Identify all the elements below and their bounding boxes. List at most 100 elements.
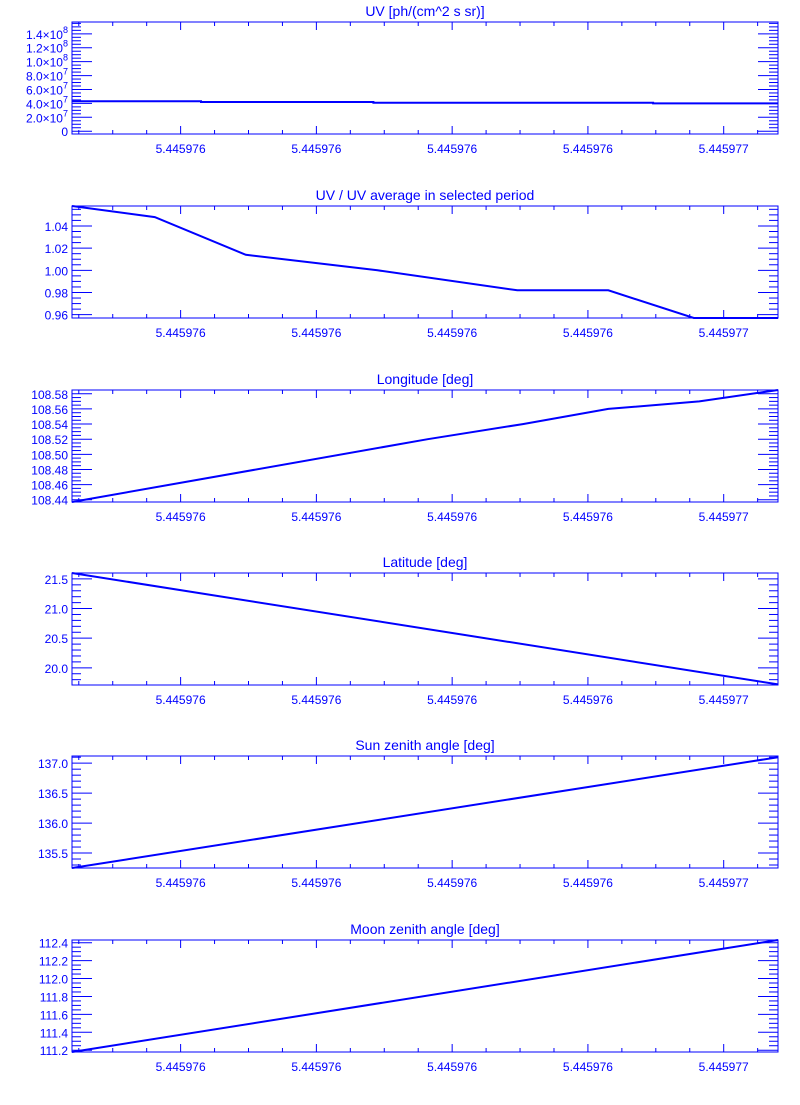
x-tick-label: 5.445976 <box>291 876 341 890</box>
x-tick-label: 5.445976 <box>291 693 341 707</box>
y-tick-label: 21.5 <box>45 573 69 587</box>
y-tick-label-base: 108.56 <box>31 403 68 417</box>
y-tick-label-base: 1.00 <box>45 264 69 278</box>
x-tick-label: 5.445976 <box>427 1060 477 1074</box>
x-tick-label: 5.445976 <box>156 693 206 707</box>
y-tick-label: 6.0×107 <box>26 80 68 97</box>
y-tick-label-base: 108.44 <box>31 494 68 508</box>
y-tick-label-base: 1.02 <box>45 242 69 256</box>
plot-frame <box>71 572 779 686</box>
y-tick-label: 112.0 <box>39 973 68 987</box>
y-tick-label: 112.4 <box>39 937 68 951</box>
y-tick-label-exponent: 7 <box>63 67 68 77</box>
panel-5: Sun zenith angle [deg] 5.445976 5.445976 5.… <box>38 737 779 890</box>
x-tick-label: 5.445976 <box>291 510 341 524</box>
y-tick-label-base: 0.96 <box>45 309 69 323</box>
y-tick-label: 108.54 <box>31 418 68 432</box>
y-tick-label: 108.56 <box>31 403 68 417</box>
y-tick-label: 20.0 <box>45 662 69 676</box>
y-tick-label-base: 136.0 <box>38 817 68 831</box>
y-tick-label-base: 135.5 <box>38 847 68 861</box>
x-tick-label: 5.445976 <box>291 1060 341 1074</box>
series-line <box>71 572 779 686</box>
panel-6: Moon zenith angle [deg] 5.445976 5.445976 5… <box>39 921 779 1074</box>
panel-title: UV [ph/(cm^2 s sr)] <box>365 3 484 19</box>
x-tick-label: 5.445977 <box>699 510 749 524</box>
x-tick-label: 5.445976 <box>563 326 613 340</box>
y-tick-label-base: 1.0×10 <box>26 56 63 70</box>
y-tick-label: 135.5 <box>38 847 68 861</box>
y-tick-label-base: 20.0 <box>45 662 69 676</box>
x-tick-label: 5.445976 <box>563 510 613 524</box>
y-tick-label-base: 1.4×10 <box>26 28 63 42</box>
y-tick-label-base: 1.04 <box>45 220 69 234</box>
y-tick-label-base: 112.2 <box>39 955 68 969</box>
y-tick-label-base: 108.54 <box>31 418 68 432</box>
y-tick-label-base: 2.0×10 <box>26 111 63 125</box>
y-tick-label-base: 21.5 <box>45 573 69 587</box>
y-tick-label-base: 0.98 <box>45 286 69 300</box>
y-tick-label-base: 111.2 <box>40 1044 69 1058</box>
y-tick-label: 1.2×108 <box>26 39 68 56</box>
y-tick-label: 1.04 <box>45 220 69 234</box>
y-tick-label-base: 108.52 <box>31 433 68 447</box>
y-tick-label-base: 108.58 <box>31 388 68 402</box>
plot-frame <box>71 389 779 503</box>
x-tick-label: 5.445976 <box>156 876 206 890</box>
x-tick-label: 5.445977 <box>699 693 749 707</box>
y-tick-label-base: 108.50 <box>31 448 68 462</box>
y-tick-label-exponent: 7 <box>63 80 68 90</box>
y-tick-label: 111.8 <box>40 990 69 1004</box>
y-tick-label-base: 112.4 <box>39 937 68 951</box>
series-line <box>71 939 779 1053</box>
y-tick-label-exponent: 7 <box>63 108 68 118</box>
y-tick-label-exponent: 7 <box>63 94 68 104</box>
y-tick-label: 108.44 <box>31 494 68 508</box>
y-tick-label: 111.4 <box>40 1026 69 1040</box>
panel-2: UV / UV average in selected period 5.4459… <box>45 187 779 340</box>
y-tick-label-base: 0 <box>61 125 68 139</box>
y-tick-label: 1.4×108 <box>26 25 68 42</box>
panel-title: Longitude [deg] <box>377 371 474 387</box>
y-tick-label: 108.58 <box>31 388 68 402</box>
y-tick-label: 20.5 <box>45 632 69 646</box>
y-tick-label-exponent: 8 <box>63 53 68 63</box>
panel-title: UV / UV average in selected period <box>316 187 535 203</box>
y-tick-label: 108.50 <box>31 448 68 462</box>
series-line <box>71 205 778 319</box>
y-tick-label: 1.02 <box>45 242 69 256</box>
y-tick-label: 137.0 <box>38 757 68 771</box>
y-tick-label: 136.0 <box>38 817 68 831</box>
y-tick-label: 108.46 <box>31 479 68 493</box>
y-tick-label: 112.2 <box>39 955 68 969</box>
x-tick-label: 5.445977 <box>699 142 749 156</box>
y-tick-label-base: 111.8 <box>40 990 69 1004</box>
x-tick-label: 5.445976 <box>563 1060 613 1074</box>
x-tick-label: 5.445976 <box>563 693 613 707</box>
x-tick-label: 5.445976 <box>291 326 341 340</box>
y-tick-label-base: 1.2×10 <box>26 42 63 56</box>
y-tick-label-exponent: 8 <box>63 39 68 49</box>
y-tick-label-base: 21.0 <box>45 603 69 617</box>
x-tick-label: 5.445976 <box>156 510 206 524</box>
y-tick-label-base: 136.5 <box>38 787 68 801</box>
y-tick-label: 111.6 <box>40 1008 69 1022</box>
y-tick-label-base: 108.46 <box>31 479 68 493</box>
y-tick-label-base: 111.4 <box>40 1026 69 1040</box>
plot-frame <box>71 205 779 319</box>
panel-title: Latitude [deg] <box>383 554 468 570</box>
panel-4: Latitude [deg] 5.445976 5.445976 5.445976 5.… <box>45 554 779 707</box>
x-tick-label: 5.445976 <box>156 142 206 156</box>
x-tick-label: 5.445976 <box>427 326 477 340</box>
x-tick-label: 5.445977 <box>699 1060 749 1074</box>
x-tick-label: 5.445976 <box>427 693 477 707</box>
y-tick-label: 108.48 <box>31 463 68 477</box>
panel-title: Sun zenith angle [deg] <box>355 737 494 753</box>
x-tick-label: 5.445977 <box>699 876 749 890</box>
y-tick-label-base: 20.5 <box>45 632 69 646</box>
series-line <box>72 100 778 105</box>
y-tick-label: 0 <box>61 125 68 139</box>
series-line <box>71 756 779 869</box>
x-tick-label: 5.445976 <box>563 142 613 156</box>
